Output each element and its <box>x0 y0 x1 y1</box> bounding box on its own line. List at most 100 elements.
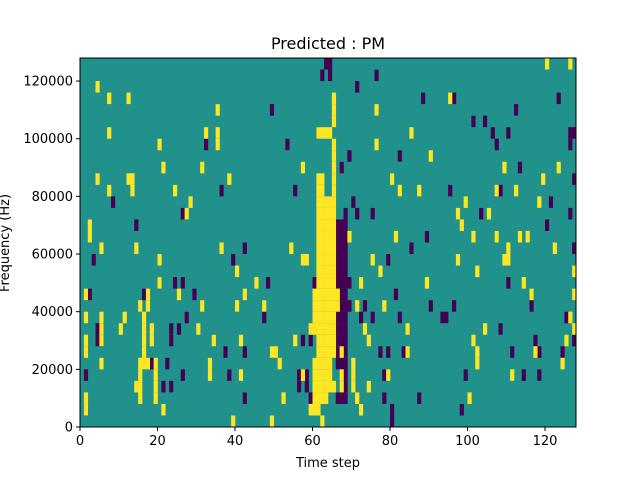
heatmap-cell-high <box>138 357 143 370</box>
heatmap-cell-high <box>300 161 306 174</box>
heatmap-cell-low <box>339 219 344 231</box>
heatmap-cell-high <box>331 173 337 185</box>
heatmap-cell-high <box>331 150 337 162</box>
heatmap-cell-high <box>153 357 158 370</box>
heatmap-cell-high <box>339 369 344 381</box>
heatmap-cell-high <box>316 334 321 347</box>
heatmap-cell-high <box>328 277 333 289</box>
heatmap-cell-high <box>463 196 468 208</box>
heatmap-cell-low <box>568 127 573 139</box>
heatmap-cell-high <box>328 311 333 324</box>
heatmap-cell-high <box>355 300 360 312</box>
heatmap-cell-high <box>83 392 89 404</box>
heatmap-cell-low <box>335 265 340 278</box>
heatmap-cell-low <box>312 277 317 289</box>
heatmap-cell-high <box>304 254 309 266</box>
heatmap-cell-low <box>417 392 422 404</box>
heatmap-cell-high <box>184 207 189 220</box>
heatmap-cell-low <box>339 323 344 335</box>
heatmap-cell-low <box>308 334 313 347</box>
heatmap-cell-high <box>331 334 337 347</box>
heatmap-cell-low <box>134 219 139 231</box>
heatmap-cell-low <box>180 369 185 381</box>
heatmap-cell-high <box>149 323 154 335</box>
heatmap-cell-high <box>331 265 337 278</box>
heatmap-cell-low <box>529 300 534 312</box>
y-axis-label: Frequency (Hz) <box>0 194 13 292</box>
heatmap-cell-high <box>126 173 131 185</box>
heatmap-cell-high <box>207 369 213 381</box>
heatmap-cell-low <box>444 311 449 324</box>
heatmap-cell-high <box>188 196 193 208</box>
heatmap-cell-high <box>324 242 329 255</box>
heatmap-cell-low <box>343 254 348 266</box>
heatmap-cell-high <box>552 242 557 255</box>
heatmap-cell-high <box>83 403 89 416</box>
heatmap-cell-high <box>242 288 247 301</box>
heatmap-cell-high <box>316 173 321 185</box>
heatmap-cell-low <box>343 346 348 358</box>
heatmap-cell-high <box>142 323 147 335</box>
heatmap-cell-high <box>316 288 321 301</box>
heatmap-cell-high <box>324 196 329 208</box>
heatmap-cell-low <box>370 311 375 324</box>
heatmap-cell-high <box>455 254 461 266</box>
heatmap-cell-low <box>463 369 468 381</box>
heatmap-cell-high <box>196 323 201 335</box>
heatmap-cell-high <box>254 277 259 289</box>
heatmap-cell-low <box>335 219 340 231</box>
heatmap-cell-low <box>448 184 453 197</box>
heatmap-cell-high <box>506 254 511 266</box>
heatmap-cell-high <box>316 207 321 220</box>
heatmap-cell-high <box>320 184 325 197</box>
heatmap-cell-low <box>514 104 519 116</box>
heatmap-cell-low <box>324 58 329 70</box>
heatmap-cell-high <box>324 392 329 404</box>
heatmap-cell-high <box>83 311 89 324</box>
heatmap-cell-high <box>235 265 240 278</box>
heatmap-cell-high <box>568 311 573 324</box>
heatmap-cell-high <box>324 369 329 381</box>
heatmap-cell-high <box>448 92 453 105</box>
heatmap-cell-high <box>362 323 368 335</box>
heatmap-cell-low <box>568 207 573 220</box>
heatmap-cell-high <box>83 288 89 301</box>
heatmap-cell-low <box>556 92 561 105</box>
heatmap-cell-low <box>494 138 499 151</box>
heatmap-cell-high <box>471 334 476 347</box>
heatmap-cell-low <box>517 161 523 174</box>
heatmap-cell-high <box>320 346 325 358</box>
heatmap-cell-low <box>343 288 348 301</box>
heatmap-cell-low <box>386 254 391 266</box>
heatmap-cell-high <box>366 380 371 393</box>
heatmap-cell-high <box>157 277 162 289</box>
heatmap-cell-high <box>514 184 519 197</box>
heatmap-cell-low <box>87 288 92 301</box>
heatmap-cell-high <box>347 230 352 243</box>
heatmap-cell-high <box>312 288 317 301</box>
heatmap-cell-high <box>83 346 89 358</box>
heatmap-cell-low <box>390 403 395 416</box>
heatmap-cell-high <box>572 323 577 335</box>
heatmap-cell-high <box>335 288 340 301</box>
heatmap-cell-high <box>320 242 325 255</box>
heatmap-cell-low <box>572 173 577 185</box>
heatmap-cell-low <box>339 300 344 312</box>
heatmap-cell-high <box>153 392 158 404</box>
heatmap-cell-high <box>83 334 89 347</box>
heatmap-cell-low <box>308 392 313 404</box>
heatmap-cell-high <box>320 230 325 243</box>
heatmap-cell-low <box>339 277 344 289</box>
heatmap-cell-high <box>328 346 333 358</box>
heatmap-cell-low <box>479 207 484 220</box>
heatmap-cell-high <box>328 380 333 393</box>
heatmap-cell-low <box>339 265 344 278</box>
heatmap-cell-high <box>316 311 321 324</box>
heatmap-cell-low <box>355 207 360 220</box>
heatmap-cell-low <box>560 346 565 358</box>
heatmap-cell-low <box>339 357 344 370</box>
heatmap-cell-high <box>320 127 325 139</box>
heatmap-cell-high <box>312 311 317 324</box>
y-tick-label: 80000 <box>32 190 73 205</box>
heatmap-cell-high <box>331 346 337 358</box>
